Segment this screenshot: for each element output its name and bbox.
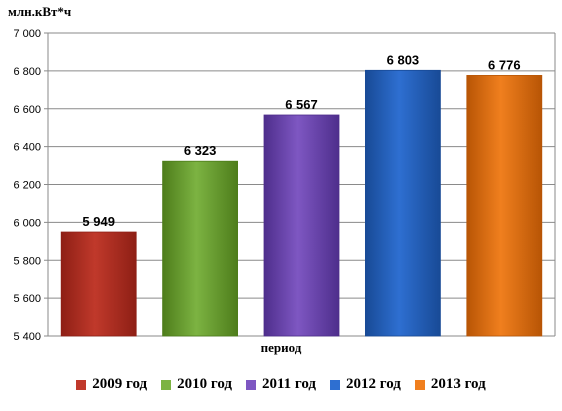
y-tick-label: 6 200 — [13, 180, 41, 192]
y-tick-label: 6 600 — [13, 104, 41, 116]
value-label: 6 323 — [184, 143, 217, 158]
axes — [44, 32, 556, 337]
legend-item: 2012 год — [330, 376, 401, 393]
legend-item: 2010 год — [161, 376, 232, 393]
legend-label: 2013 год — [430, 376, 486, 392]
y-tick-label: 5 800 — [13, 255, 41, 267]
legend-item: 2011 год — [245, 376, 317, 393]
legend-item: 2009 год — [76, 376, 147, 393]
y-tick-label: 7 000 — [13, 28, 41, 40]
value-label: 6 776 — [488, 57, 521, 72]
x-axis-title: период — [260, 340, 302, 355]
bar-2011-год — [263, 114, 340, 337]
value-labels: 5 949 6 323 6 567 6 803 6 776 — [82, 52, 520, 229]
value-label: 6 803 — [387, 52, 420, 67]
legend-label: 2009 год — [92, 376, 148, 392]
bar-2010-год — [162, 160, 239, 337]
y-tick-labels: 5 400 5 600 5 800 6 000 6 200 6 400 6 600 6 800… — [13, 28, 41, 343]
legend-label: 2012 год — [346, 376, 401, 392]
legend-swatch — [245, 379, 256, 390]
legend-label: 2010 год — [177, 376, 232, 392]
y-axis-title: млн.кВт*ч — [8, 4, 72, 19]
y-tick-label: 6 000 — [13, 217, 41, 229]
y-tick-label: 5 400 — [13, 331, 41, 343]
legend-swatch — [330, 379, 341, 390]
legend-swatch — [76, 379, 87, 390]
legend-swatch — [161, 379, 172, 390]
legend-swatch — [414, 379, 425, 390]
bar-2009-год — [60, 231, 137, 337]
bars — [60, 69, 543, 337]
bar-2012-год — [364, 69, 441, 337]
value-label: 5 949 — [82, 214, 115, 229]
y-tick-label: 6 400 — [13, 142, 41, 154]
legend-item: 2013 год — [414, 376, 486, 393]
y-tick-label: 5 600 — [13, 293, 41, 305]
bar-2013-год — [466, 75, 543, 337]
y-tick-label: 6 800 — [13, 66, 41, 78]
legend-label: 2011 год — [261, 376, 317, 392]
legend: 2009 год 2010 год 2011 год 2012 год 2013 год — [0, 376, 562, 393]
value-label: 6 567 — [285, 97, 318, 112]
